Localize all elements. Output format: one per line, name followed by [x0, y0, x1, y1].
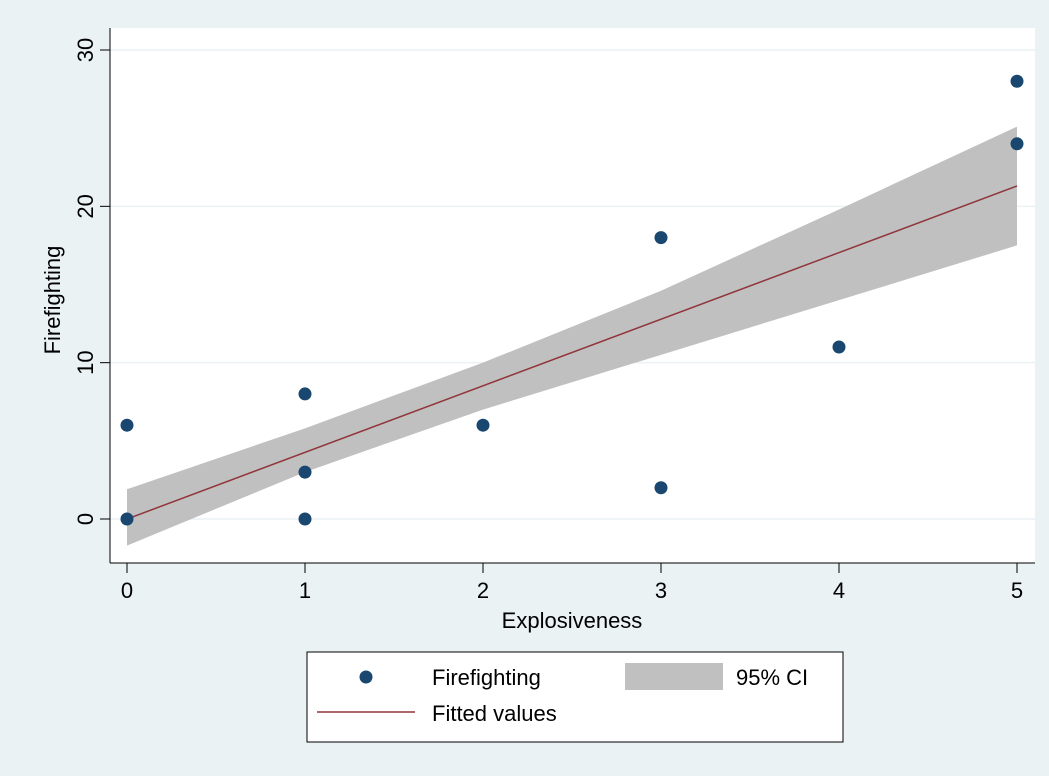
- data-point-9: [832, 340, 846, 354]
- legend-label-fitted: Fitted values: [432, 701, 557, 726]
- x-tick-label-2: 2: [477, 578, 489, 603]
- data-point-1: [120, 418, 134, 432]
- data-point-8: [654, 481, 668, 495]
- y-tick-label-20: 20: [73, 194, 98, 218]
- ci-band-area: [127, 126, 1017, 546]
- fitted-line: [126, 185, 1018, 520]
- x-axis-label: Explosiveness: [502, 608, 643, 633]
- legend-label-firefighting: Firefighting: [432, 665, 541, 690]
- data-point-6: [476, 418, 490, 432]
- x-tick-label-3: 3: [655, 578, 667, 603]
- confidence-band: [127, 126, 1017, 546]
- data-point-10: [1010, 74, 1024, 88]
- y-tick-label-0: 0: [73, 513, 98, 525]
- data-point-7: [654, 231, 668, 245]
- legend-box: [306, 651, 844, 743]
- y-axis-label: Firefighting: [40, 246, 65, 355]
- data-point-5: [298, 512, 312, 526]
- x-tick-label-1: 1: [299, 578, 311, 603]
- data-point-4: [298, 465, 312, 479]
- legend: Firefighting 95% CI Fitted values: [306, 651, 844, 743]
- y-tick-label-10: 10: [73, 350, 98, 374]
- x-tick-label-4: 4: [833, 578, 845, 603]
- legend-marker-firefighting: [359, 670, 373, 684]
- y-tick-label-30: 30: [73, 38, 98, 62]
- data-point-11: [1010, 137, 1024, 151]
- data-point-2: [120, 512, 134, 526]
- legend-label-ci: 95% CI: [736, 665, 808, 690]
- axes: 0 1 2 3 4 5 0 10 20 30: [73, 28, 1035, 603]
- legend-swatch-ci: [625, 663, 723, 690]
- fitted-line-segment: [126, 185, 1018, 520]
- x-tick-label-0: 0: [121, 578, 133, 603]
- data-points: [120, 74, 1024, 526]
- data-point-3: [298, 387, 312, 401]
- x-tick-label-5: 5: [1011, 578, 1023, 603]
